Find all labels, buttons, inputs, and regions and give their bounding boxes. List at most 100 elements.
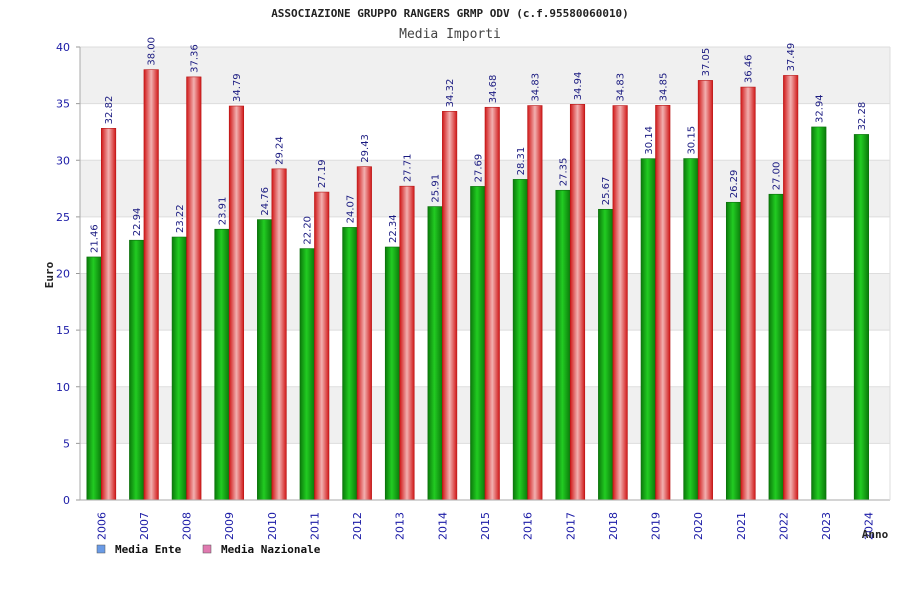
data-label: 24.76 [260,187,271,216]
bar-media-ente [555,189,571,501]
x-axis-title: Anno [862,528,889,541]
data-label: 34.85 [658,73,669,102]
bar-media-ente [640,158,656,501]
x-tick-label: 2021 [735,512,748,540]
bar-media-nazionale [356,166,372,501]
data-label: 30.14 [644,126,655,155]
bar-media-nazionale [271,168,287,501]
data-label: 22.20 [303,216,314,245]
data-label: 37.36 [189,44,200,73]
bar-media-nazionale [143,69,159,501]
bar-media-ente [342,227,358,501]
y-tick-label: 15 [56,324,70,337]
data-label: 27.69 [473,154,484,183]
bar-media-nazionale [740,86,756,501]
bar-media-nazionale [442,111,458,501]
bar-media-nazionale [101,128,117,501]
bar-media-nazionale [612,105,628,501]
y-tick-label: 40 [56,41,70,54]
data-label: 22.94 [132,208,143,237]
bar-media-nazionale [484,106,500,501]
data-label: 32.28 [857,102,868,131]
data-label: 30.15 [686,126,697,155]
data-label: 29.24 [275,136,286,165]
data-label: 25.67 [601,177,612,206]
x-tick-label: 2007 [138,512,151,540]
y-tick-label: 25 [56,211,70,224]
bar-media-nazionale [569,104,586,501]
bar-media-ente [853,134,869,501]
data-label: 34.79 [232,73,243,102]
data-label: 34.68 [488,75,499,104]
data-label: 27.00 [772,162,783,191]
x-tick-label: 2006 [95,512,108,540]
x-tick-label: 2020 [692,512,705,540]
data-label: 37.49 [786,43,797,72]
data-label: 29.43 [360,134,371,163]
x-tick-label: 2022 [777,512,790,540]
bar-media-ente [768,193,784,501]
bar-media-ente [257,219,273,501]
x-tick-label: 2011 [308,512,321,540]
bar-media-nazionale [228,105,245,501]
data-label: 22.34 [388,214,399,243]
bar-media-ente [598,208,614,501]
bar-media-ente [470,186,486,501]
plot-band [80,47,890,104]
bar-media-ente [427,206,443,501]
chart-subtitle: Media Importi [399,27,501,42]
bar-media-ente [683,158,699,501]
data-label: 28.31 [516,147,527,176]
y-tick-label: 30 [56,154,70,167]
y-tick-label: 35 [56,98,70,111]
axes: 0 5 10 15 20 25 30 35 40 2006 2007 2008 2009 2010 2011… [56,41,891,540]
data-label: 27.19 [317,159,328,188]
legend: Media Ente Media Nazionale [96,543,321,556]
data-labels: 21.46 32.82 22.94 38.00 23.22 37.36 23.91 34.79… [90,37,868,253]
x-tick-label: 2024 [863,512,876,540]
data-label: 25.91 [431,174,442,203]
x-tick-label: 2012 [351,512,364,540]
bar-media-nazionale [783,75,799,501]
data-label: 27.71 [402,154,413,183]
x-tick-label: 2023 [820,512,833,540]
data-label: 24.07 [345,195,356,224]
bar-media-ente [384,246,401,501]
bar-media-nazionale [527,105,543,501]
data-label: 32.82 [104,96,115,125]
y-tick-label: 5 [63,437,70,450]
data-label: 34.83 [616,73,627,102]
chart-title: ASSOCIAZIONE GRUPPO RANGERS GRMP ODV (c.… [271,7,629,20]
y-tick-label: 0 [63,494,70,507]
bar-media-nazionale [314,191,330,501]
legend-label-media-ente: Media Ente [115,543,182,556]
data-label: 34.32 [445,79,456,108]
y-tick-label: 10 [56,381,70,394]
x-tick-label: 2019 [650,512,663,540]
legend-swatch-media-nazionale [202,544,212,554]
y-axis-title: Euro [43,261,56,288]
data-label: 23.91 [217,197,228,226]
bar-media-nazionale [655,105,671,501]
data-label: 26.29 [729,170,740,199]
data-label: 21.46 [90,224,101,253]
legend-swatch-media-ente [96,544,106,554]
data-label: 36.46 [744,54,755,83]
data-label: 38.00 [147,37,158,66]
data-label: 34.94 [573,72,584,101]
x-tick-label: 2013 [394,512,407,540]
x-tick-label: 2009 [223,512,236,540]
data-label: 27.35 [559,158,570,187]
x-tick-label: 2018 [607,512,620,540]
bar-media-ente [171,236,187,501]
bar-media-nazionale [697,80,713,501]
x-tick-label: 2010 [266,512,279,540]
x-tick-label: 2017 [564,512,577,540]
bar-media-ente [86,256,102,501]
legend-label-media-nazionale: Media Nazionale [221,543,321,556]
data-label: 32.94 [814,94,825,123]
x-tick-label: 2015 [479,512,492,540]
bar-media-ente [214,228,230,501]
bar-media-ente [725,201,742,501]
